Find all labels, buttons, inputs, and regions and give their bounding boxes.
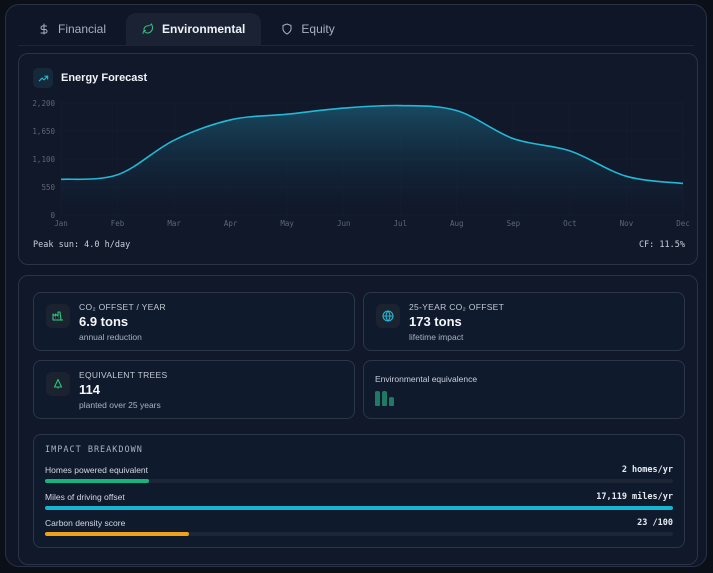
- energy-forecast-card: Energy Forecast 0 550 1,100 1,650 2,200 Jan F…: [18, 53, 698, 265]
- tab-divider: [18, 45, 694, 46]
- impact-row-homes: Homes powered equivalent 2 homes/yr: [45, 465, 673, 487]
- y-axis-ticks: 0 550 1,100 1,650 2,200: [32, 99, 55, 220]
- trending-up-icon: [33, 68, 53, 88]
- stat-label: EQUIVALENT TREES: [79, 370, 168, 380]
- tab-bar: Financial Environmental Equity: [22, 13, 351, 45]
- x-axis-ticks: Jan Feb Mar Apr May Jun Jul Aug Sep Oct Nov Dec: [54, 219, 690, 228]
- tab-equity[interactable]: Equity: [265, 13, 350, 45]
- svg-text:May: May: [280, 219, 294, 228]
- impact-row-carbon: Carbon density score 23 /100: [45, 518, 673, 540]
- progress-track: [45, 532, 673, 536]
- svg-text:Jul: Jul: [393, 219, 407, 228]
- svg-text:Feb: Feb: [111, 219, 125, 228]
- card-title: Energy Forecast: [61, 72, 148, 84]
- impact-value: 23 /100: [637, 518, 673, 528]
- environmental-panel: Financial Environmental Equity Energy Fo…: [5, 4, 707, 567]
- svg-text:2,200: 2,200: [32, 99, 55, 108]
- equivalence-bars-icon: [375, 390, 394, 406]
- svg-text:Aug: Aug: [450, 219, 464, 228]
- stat-sub: lifetime impact: [409, 332, 464, 342]
- svg-text:Jun: Jun: [337, 219, 351, 228]
- energy-forecast-chart: 0 550 1,100 1,650 2,200 Jan Feb Mar Apr May Jun Ju…: [32, 99, 690, 228]
- stat-card-co2-year: CO₂ OFFSET / YEAR 6.9 tons annual reduct…: [33, 292, 355, 351]
- stat-value: 6.9 tons: [79, 314, 129, 329]
- impact-row-miles: Miles of driving offset 17,119 miles/yr: [45, 492, 673, 514]
- svg-text:Jan: Jan: [54, 219, 68, 228]
- svg-text:Sep: Sep: [507, 219, 521, 228]
- globe-icon: [376, 304, 400, 328]
- stat-card-trees: EQUIVALENT TREES 114 planted over 25 yea…: [33, 360, 355, 419]
- stat-value: 114: [79, 382, 100, 397]
- progress-track: [45, 506, 673, 510]
- stat-sub: planted over 25 years: [79, 400, 161, 410]
- tab-label: Equity: [301, 22, 335, 36]
- dollar-icon: [40, 23, 48, 35]
- svg-text:Oct: Oct: [563, 219, 577, 228]
- svg-text:1,650: 1,650: [32, 127, 55, 136]
- tab-label: Environmental: [162, 22, 246, 36]
- tab-financial[interactable]: Financial: [22, 13, 122, 45]
- stat-card-co2-lifetime: 25-YEAR CO₂ OFFSET 173 tons lifetime imp…: [363, 292, 685, 351]
- svg-text:Dec: Dec: [676, 219, 690, 228]
- stat-value: 173 tons: [409, 314, 462, 329]
- svg-text:1,100: 1,100: [32, 155, 55, 164]
- capacity-factor-label: CF: 11.5%: [638, 240, 685, 250]
- impact-value: 17,119 miles/yr: [596, 492, 673, 502]
- impact-value: 2 homes/yr: [621, 465, 673, 475]
- tab-environmental[interactable]: Environmental: [126, 13, 262, 45]
- stat-sub: annual reduction: [79, 332, 142, 342]
- progress-track: [45, 479, 673, 483]
- impact-label: Miles of driving offset: [45, 492, 125, 502]
- svg-text:550: 550: [41, 183, 55, 192]
- svg-text:Mar: Mar: [167, 219, 181, 228]
- progress-fill: [45, 532, 190, 536]
- tree-icon: [46, 372, 70, 396]
- peak-sun-label: Peak sun: 4.0 h/day: [33, 240, 131, 250]
- progress-fill: [45, 506, 673, 510]
- svg-text:Nov: Nov: [620, 219, 634, 228]
- environmental-impact-card: CO₂ OFFSET / YEAR 6.9 tons annual reduct…: [18, 275, 698, 565]
- series-line: [60, 104, 684, 185]
- environmental-equivalence-card: Environmental equivalence: [363, 360, 685, 419]
- tab-label: Financial: [58, 22, 107, 36]
- impact-breakdown: IMPACT BREAKDOWN Homes powered equivalen…: [33, 434, 685, 548]
- impact-label: Carbon density score: [45, 518, 126, 528]
- leaf-icon: [142, 23, 154, 34]
- factory-icon: [46, 304, 70, 328]
- equivalence-title: Environmental equivalence: [375, 374, 478, 384]
- svg-text:Apr: Apr: [224, 219, 238, 228]
- stat-label: CO₂ OFFSET / YEAR: [79, 302, 166, 312]
- impact-title: IMPACT BREAKDOWN: [45, 445, 143, 455]
- shield-icon: [282, 23, 292, 35]
- impact-label: Homes powered equivalent: [45, 465, 149, 475]
- stat-label: 25-YEAR CO₂ OFFSET: [409, 302, 505, 312]
- area-fill: [61, 105, 683, 215]
- svg-text:0: 0: [50, 211, 55, 220]
- progress-fill: [45, 479, 149, 483]
